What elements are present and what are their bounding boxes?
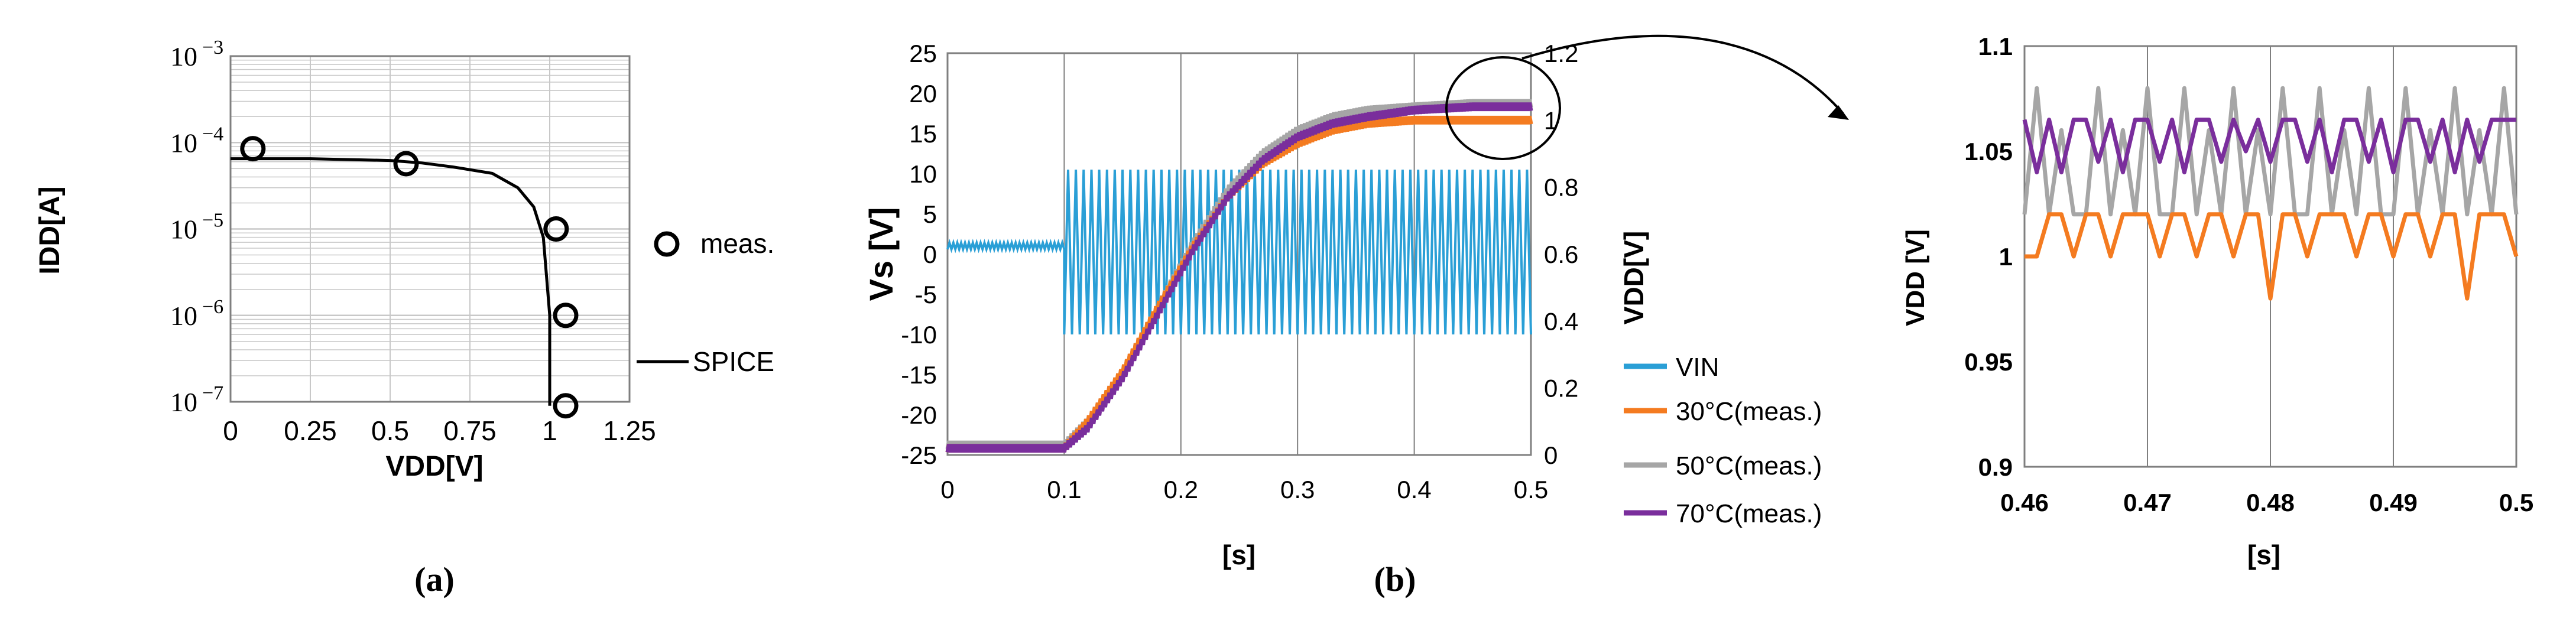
spice-line — [231, 157, 551, 406]
panel-b-legend: VIN 30°C(meas.) 50°C(meas.) 70°C(meas.) — [1624, 353, 1822, 528]
panel-b-left-y-tick-label: 25 — [909, 40, 937, 67]
panel-a-x-tick-label: 0.75 — [443, 415, 497, 446]
panel-b-left-y-tick-label: -20 — [901, 401, 937, 429]
panel-a-y-tick-label: 10 −5 — [170, 210, 223, 245]
panel-c-x-tick-label: 0.47 — [2123, 489, 2172, 516]
panel-c-x-tick-label: 0.48 — [2246, 489, 2295, 516]
panel-b-zoom-ellipse — [1445, 56, 1561, 160]
panel-b-right-y-tick-label: 0.8 — [1544, 174, 1578, 201]
panel-b-x-tick-label: 0.2 — [1164, 476, 1198, 503]
panel-a-legend-spice-label: SPICE — [693, 346, 774, 377]
vin-line — [946, 170, 1532, 335]
panel-c: 0.9 0.95 1 1.05 1.1 0.46 0.47 0.48 0.49 0.5 VDD … — [1901, 32, 2533, 570]
panel-a-x-tick-label: 1.25 — [603, 415, 656, 446]
panel-b-left-y-tick-label: -25 — [901, 441, 937, 469]
panel-b-x-tick-label: 0.1 — [1047, 476, 1081, 503]
meas-point — [393, 151, 419, 177]
meas-point — [543, 216, 569, 242]
panel-a-series — [231, 136, 579, 419]
panel-b-left-y-tick-label: 0 — [923, 240, 937, 268]
panel-b-x-tick-label: 0.5 — [1514, 476, 1548, 503]
panel-b-right-y-tick-label: 0.4 — [1544, 307, 1578, 335]
panel-b-x-axis-label: [s] — [1222, 539, 1255, 570]
panel-b-left-y-tick-label: 10 — [909, 160, 937, 188]
panel-b-label: (b) — [1374, 560, 1416, 599]
panel-a-label: (a) — [414, 560, 455, 599]
panel-a-legend-meas-marker — [654, 231, 680, 257]
panel-b-plot-frame — [946, 52, 1532, 456]
panel-b-right-y-tick-label: 1 — [1544, 106, 1558, 134]
panel-c-x-tick-label: 0.49 — [2369, 489, 2418, 516]
panel-c-x-tick-label: 0.46 — [2000, 489, 2049, 516]
legend-70c-label: 70°C(meas.) — [1676, 499, 1822, 528]
panel-a-legend-meas-label: meas. — [700, 228, 774, 259]
panel-b-series — [945, 99, 1533, 453]
panel-b-left-y-tick-label: -5 — [915, 281, 937, 308]
panel-a-grid — [231, 56, 630, 403]
legend-30c-label: 30°C(meas.) — [1676, 397, 1822, 426]
panel-b-right-y-tick-label: 0.6 — [1544, 240, 1578, 268]
temp-line-2 — [945, 102, 1533, 453]
panel-b-right-y-tick-label: 0.2 — [1544, 375, 1578, 402]
panel-a-y-axis-label: IDD[A] — [34, 186, 66, 274]
panel-c-x-tick-label: 0.5 — [2499, 489, 2533, 516]
panel-a-plot-frame — [229, 55, 631, 403]
panel-b: -25 -20 -15 -10 -5 0 5 10 15 20 25 0 0.2 0.4 0.6 0.8 1 1… — [862, 34, 1849, 599]
meas-point — [240, 136, 266, 162]
panel-b-left-y-tick-label: -15 — [901, 361, 937, 389]
panel-b-right-y-axis-label: VDD[V] — [1618, 231, 1649, 324]
panel-c-y-tick-label: 0.95 — [1964, 348, 2013, 376]
panel-c-y-tick-label: 1 — [1999, 243, 2013, 271]
panel-c-y-ticks: 0.9 0.95 1 1.05 1.1 — [1964, 32, 2013, 481]
panel-b-zoom-arrow — [1521, 34, 1844, 115]
panel-c-series — [2022, 86, 2519, 301]
panel-b-left-y-axis-label: Vs [V] — [862, 207, 900, 301]
panel-a-y-tick-label: 10 −7 — [170, 382, 223, 417]
panel-a: 10−7 10−6 10−5 10−4 10−3 0 0.25 0.5 0.75 1 1.25 I… — [34, 37, 774, 599]
panel-c-y-tick-label: 0.9 — [1978, 453, 2013, 481]
panel-b-right-y-tick-label: 0 — [1544, 441, 1558, 469]
zoom-line-1 — [2022, 86, 2519, 217]
panel-a-y-tick-label: 10 −3 — [170, 37, 223, 71]
panel-a-y-tick-label: 10 −6 — [170, 296, 223, 331]
panel-c-y-tick-label: 1.1 — [1978, 32, 2013, 60]
panel-b-right-y-tick-label: 1.2 — [1544, 40, 1578, 67]
panel-a-y-tick-label: 10 −4 — [170, 123, 223, 158]
legend-vin-label: VIN — [1676, 353, 1719, 382]
meas-point — [553, 393, 579, 419]
panel-b-x-ticks: 0 0.1 0.2 0.3 0.4 0.5 — [940, 476, 1548, 503]
panel-c-y-axis-label: VDD [V] — [1901, 229, 1930, 326]
panel-a-x-ticks: 0 0.25 0.5 0.75 1 1.25 — [223, 415, 656, 446]
panel-b-left-y-tick-label: 20 — [909, 80, 937, 108]
panel-a-x-tick-label: 1 — [542, 415, 557, 446]
panel-b-right-y-ticks: 0 0.2 0.4 0.6 0.8 1 1.2 — [1544, 40, 1578, 469]
panel-c-x-axis-label: [s] — [2247, 539, 2280, 570]
panel-b-left-y-ticks: -25 -20 -15 -10 -5 0 5 10 15 20 25 — [901, 40, 937, 469]
legend-50c-label: 50°C(meas.) — [1676, 451, 1822, 480]
zoom-line-0 — [2025, 212, 2519, 301]
panel-b-left-y-tick-label: 5 — [923, 200, 937, 228]
panel-b-left-y-tick-label: 15 — [909, 120, 937, 148]
panel-b-x-tick-label: 0.4 — [1397, 476, 1431, 503]
panel-a-x-tick-label: 0 — [223, 415, 238, 446]
panel-a-x-tick-label: 0.5 — [371, 415, 409, 446]
panel-a-x-axis-label: VDD[V] — [385, 451, 483, 482]
panel-b-x-tick-label: 0 — [940, 476, 954, 503]
panel-c-x-ticks: 0.46 0.47 0.48 0.49 0.5 — [2000, 489, 2533, 516]
panel-b-x-tick-label: 0.3 — [1280, 476, 1315, 503]
zoom-line-2 — [2022, 118, 2516, 175]
panel-a-x-tick-label: 0.25 — [284, 415, 337, 446]
panel-c-y-tick-label: 1.05 — [1964, 138, 2013, 165]
panel-b-left-y-tick-label: -10 — [901, 321, 937, 349]
panel-a-y-ticks: 10−7 10−6 10−5 10−4 10−3 — [170, 37, 223, 417]
meas-point — [553, 303, 579, 329]
panel-b-zoom-arrowhead — [1828, 105, 1849, 120]
